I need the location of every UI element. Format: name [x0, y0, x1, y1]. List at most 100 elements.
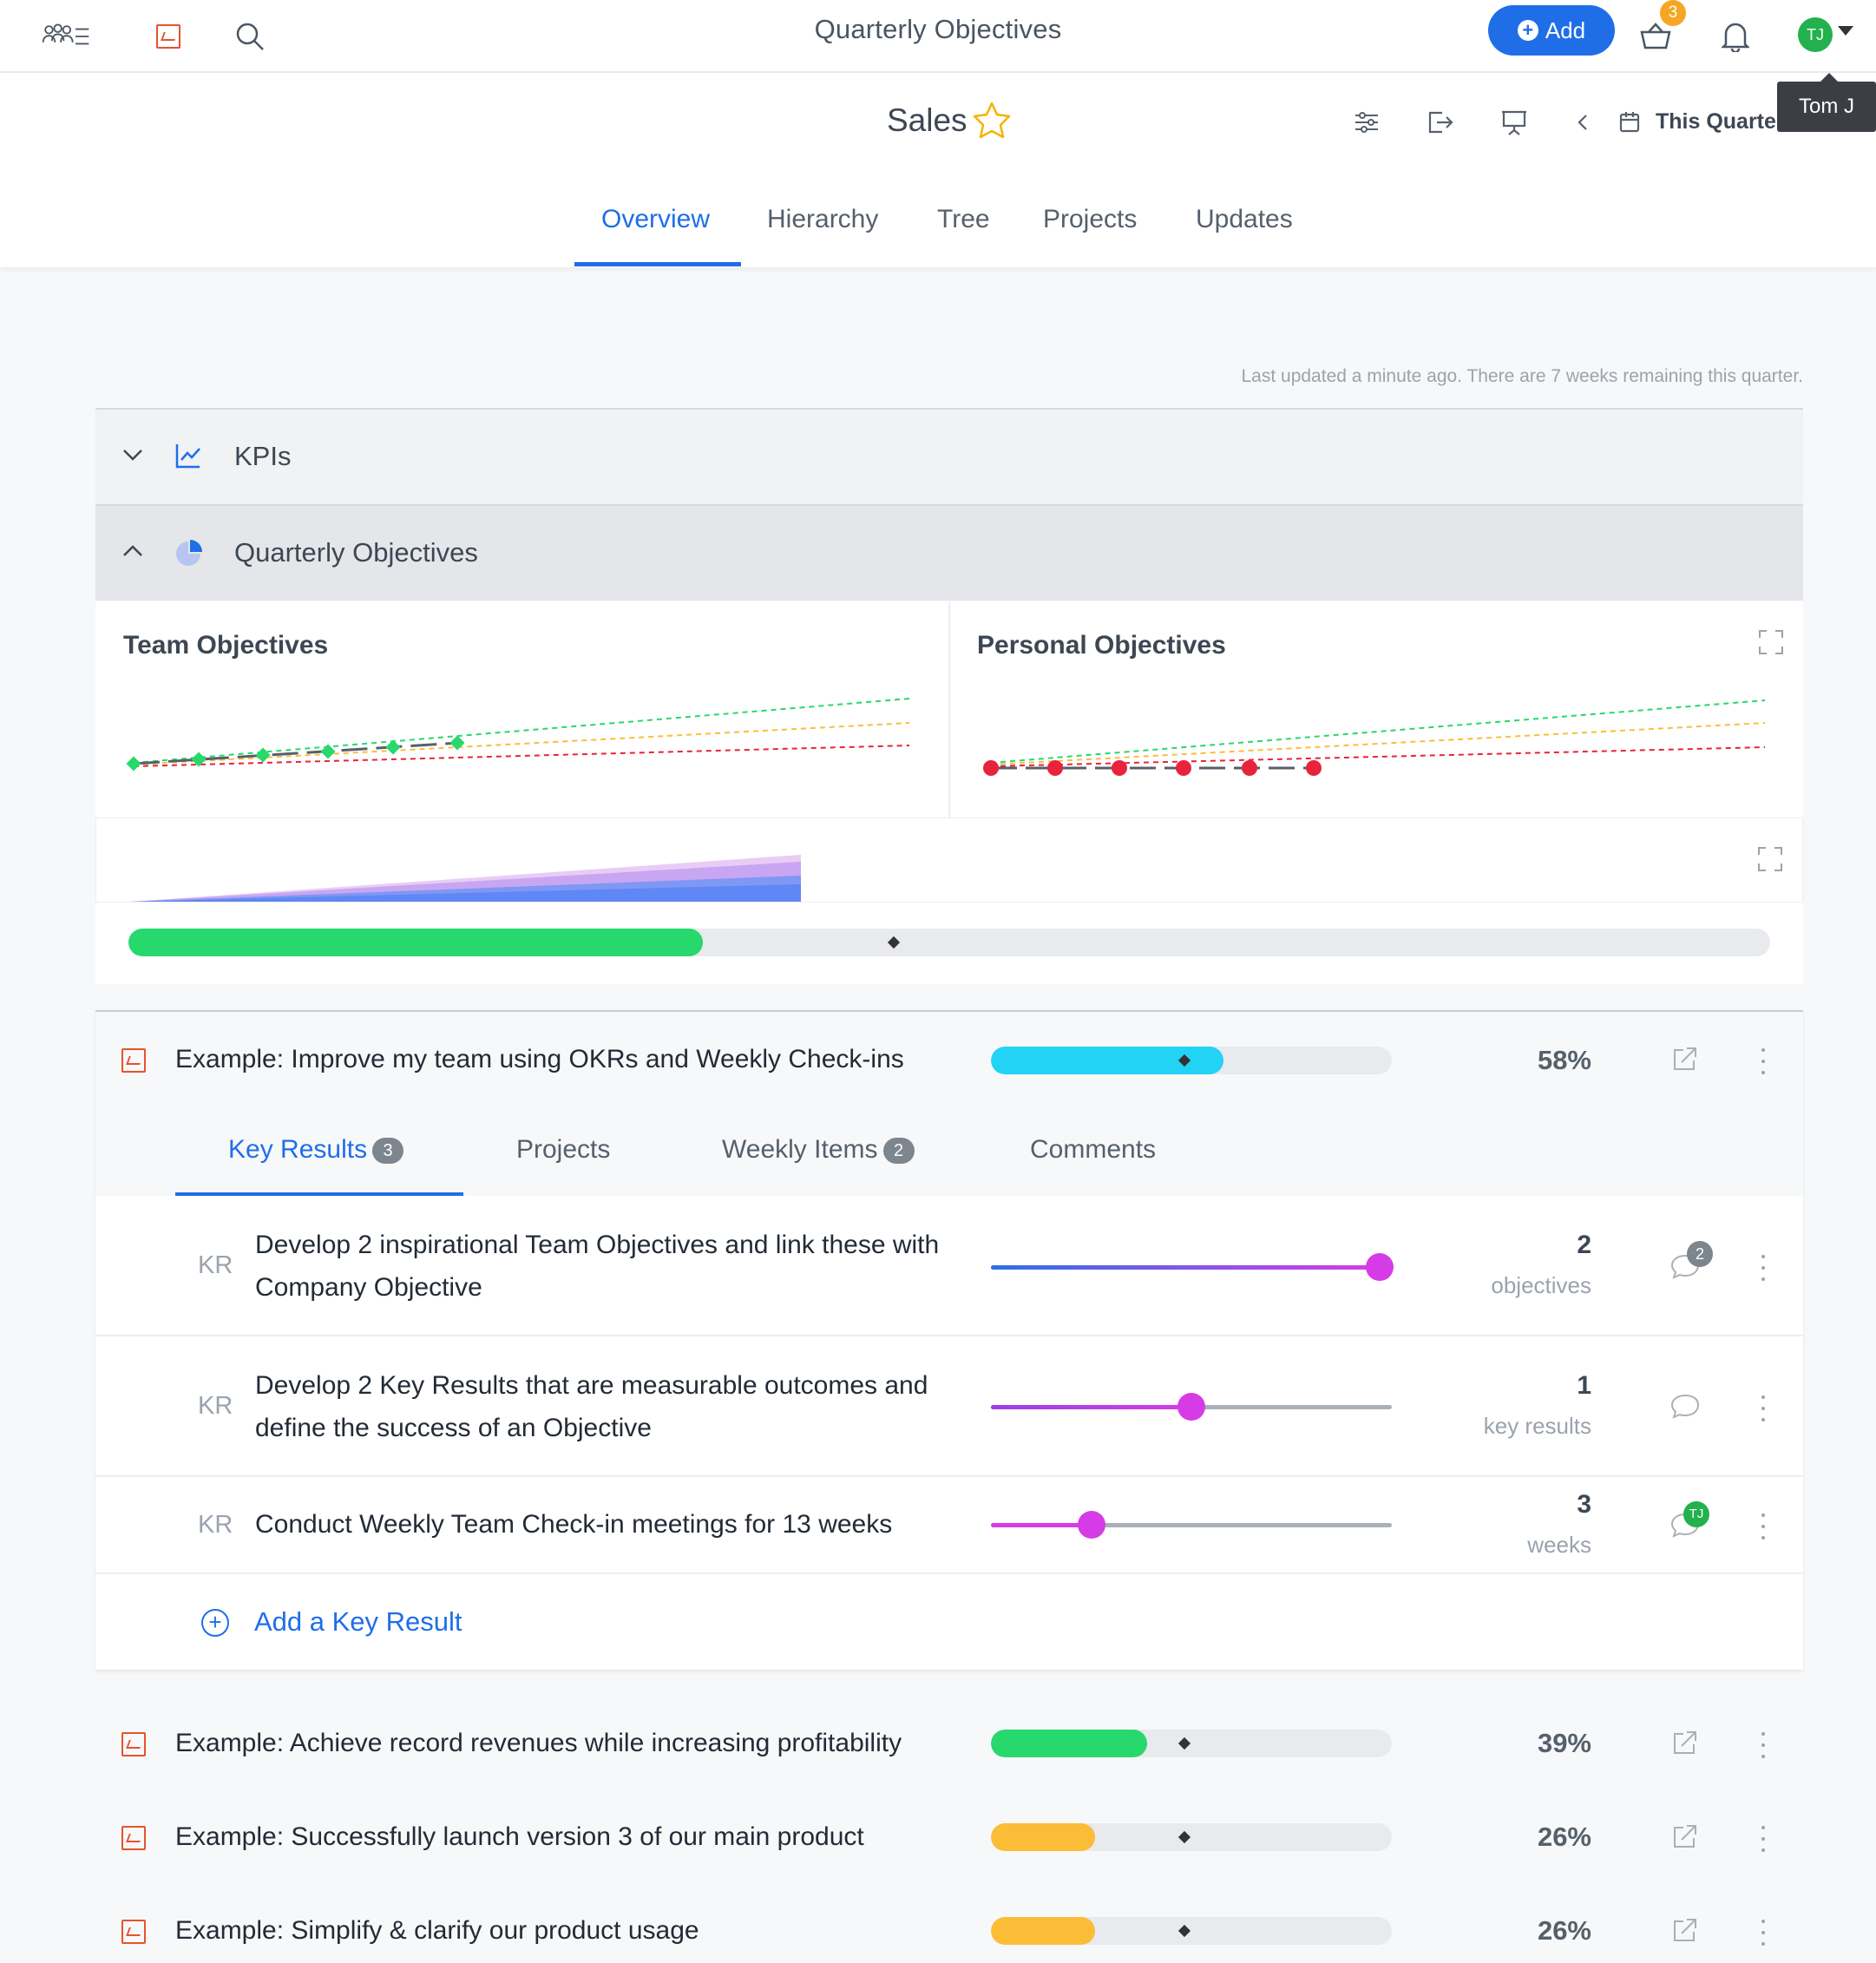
more-options-icon[interactable]: [1760, 1255, 1767, 1281]
objective-progress-fill: [991, 1730, 1148, 1757]
avatar[interactable]: TJ: [1798, 17, 1833, 52]
subtab-key-results[interactable]: Key Results 3: [228, 1135, 404, 1165]
chevron-down-icon[interactable]: [120, 446, 146, 463]
page-header: [0, 73, 1876, 267]
subtab-projects[interactable]: Projects: [516, 1135, 611, 1164]
kpis-title: KPIs: [234, 441, 292, 471]
chevron-up-icon[interactable]: [120, 542, 146, 560]
kr-slider-knob[interactable]: [1177, 1393, 1205, 1421]
area-chart: [131, 855, 801, 902]
external-link-icon[interactable]: [1671, 1824, 1697, 1850]
objective-title[interactable]: Example: Simplify & clarify our product …: [175, 1916, 699, 1945]
kr-slider-knob[interactable]: [1366, 1253, 1394, 1281]
objective-progress-bar: [991, 1917, 1392, 1945]
last-updated-status: Last updated a minute ago. There are 7 w…: [1241, 366, 1803, 386]
add-key-result-link[interactable]: Add a Key Result: [254, 1606, 462, 1637]
objectives-icon[interactable]: [144, 12, 193, 61]
quarterly-title: Quarterly Objectives: [234, 537, 478, 568]
tab-tree[interactable]: Tree: [937, 205, 990, 233]
kr-slider[interactable]: [991, 1523, 1392, 1527]
subtab-comments[interactable]: Comments: [1030, 1135, 1157, 1164]
chevron-down-icon[interactable]: [1838, 26, 1853, 36]
quarterly-section-header[interactable]: Quarterly Objectives: [95, 504, 1803, 601]
page-title: Sales: [887, 102, 968, 138]
more-options-icon[interactable]: [1760, 1395, 1767, 1421]
kr-unit: key results: [1483, 1413, 1591, 1439]
bell-icon[interactable]: [1711, 12, 1760, 61]
add-circle-icon[interactable]: +: [201, 1609, 229, 1637]
kr-value: 3: [1577, 1490, 1591, 1519]
objective-row[interactable]: [95, 1791, 1803, 1883]
objective-progress-bar: [991, 1730, 1392, 1757]
tab-projects[interactable]: Projects: [1043, 205, 1138, 233]
overall-progress-bar: [128, 929, 1770, 956]
active-subtab-indicator: [175, 1192, 463, 1197]
objective-row[interactable]: [95, 1885, 1803, 1963]
objective-title[interactable]: Example: Improve my team using OKRs and …: [175, 1045, 904, 1073]
tab-hierarchy[interactable]: Hierarchy: [767, 205, 879, 233]
objective-row[interactable]: [95, 1697, 1803, 1789]
objective-title[interactable]: Example: Successfully launch version 3 o…: [175, 1822, 864, 1851]
kr-slider-fill: [991, 1265, 1381, 1270]
objective-header[interactable]: [95, 1012, 1803, 1198]
objective-progress-fill: [991, 1917, 1096, 1945]
kr-slider[interactable]: [991, 1265, 1392, 1270]
objective-icon: [121, 1048, 146, 1073]
people-menu-icon[interactable]: [42, 12, 90, 61]
external-link-icon[interactable]: [1671, 1918, 1697, 1944]
external-link-icon[interactable]: [1671, 1047, 1697, 1073]
more-options-icon[interactable]: [1760, 1048, 1767, 1074]
kr-text[interactable]: Develop 2 inspirational Team Objectives …: [255, 1231, 940, 1302]
filter-sliders-icon[interactable]: [1352, 108, 1381, 137]
kr-tag: KR: [198, 1251, 233, 1279]
comment-icon[interactable]: [1669, 1393, 1701, 1419]
kpis-section-header[interactable]: KPIs: [95, 408, 1803, 504]
top-bar: Quarterly Objectives + Add 3 TJ: [0, 0, 1876, 73]
line-chart-icon: [175, 444, 200, 469]
tab-overview[interactable]: Overview: [601, 205, 711, 233]
kr-tag: KR: [198, 1392, 233, 1420]
subtab-weekly-items[interactable]: Weekly Items 2: [722, 1135, 915, 1165]
expand-icon[interactable]: [1758, 629, 1784, 655]
more-options-icon[interactable]: [1760, 1513, 1767, 1540]
key-result-row: [95, 1477, 1803, 1574]
comment-avatar: TJ: [1683, 1501, 1709, 1527]
expand-icon[interactable]: [1757, 846, 1783, 872]
overall-progress: [95, 903, 1803, 984]
kr-text[interactable]: Conduct Weekly Team Check-in meetings fo…: [255, 1510, 893, 1539]
kr-text[interactable]: Develop 2 Key Results that are measurabl…: [255, 1371, 928, 1442]
comment-count-badge: 2: [1687, 1241, 1713, 1267]
objective-title[interactable]: Example: Achieve record revenues while i…: [175, 1729, 902, 1757]
search-icon[interactable]: [226, 12, 274, 61]
kr-slider-knob[interactable]: [1077, 1511, 1105, 1539]
chevron-left-icon[interactable]: [1569, 108, 1598, 137]
objective-percent: 58%: [1537, 1045, 1591, 1075]
tab-updates[interactable]: Updates: [1196, 205, 1293, 233]
objective-icon: [121, 1732, 146, 1756]
user-tooltip: Tom J: [1777, 73, 1876, 132]
more-options-icon[interactable]: [1760, 1826, 1767, 1852]
key-result-row: [95, 1336, 1803, 1477]
trend-lines-chart: [126, 698, 1766, 776]
more-options-icon[interactable]: [1760, 1920, 1767, 1946]
quarter-selector[interactable]: This Quarter: [1656, 109, 1785, 134]
objective-percent: 26%: [1537, 1822, 1591, 1852]
objective-progress-bar: [991, 1047, 1392, 1074]
kr-unit: weeks: [1527, 1532, 1591, 1558]
kr-value: 2: [1577, 1231, 1591, 1259]
presentation-icon[interactable]: [1499, 108, 1529, 137]
personal-objectives-title: Personal Objectives: [977, 631, 1226, 660]
calendar-icon[interactable]: [1616, 108, 1645, 137]
basket-icon[interactable]: [1631, 12, 1680, 61]
kr-slider-fill: [991, 1523, 1092, 1527]
kr-slider-fill: [991, 1405, 1191, 1409]
add-button[interactable]: + Add: [1488, 5, 1615, 56]
star-icon[interactable]: [972, 101, 1012, 143]
export-icon[interactable]: [1425, 108, 1454, 137]
kr-tag: KR: [198, 1511, 233, 1539]
overall-progress-fill: [128, 929, 704, 956]
more-options-icon[interactable]: [1760, 1732, 1767, 1758]
plus-icon: +: [1517, 20, 1538, 41]
external-link-icon[interactable]: [1671, 1730, 1697, 1756]
count-badge: 2: [882, 1138, 915, 1165]
